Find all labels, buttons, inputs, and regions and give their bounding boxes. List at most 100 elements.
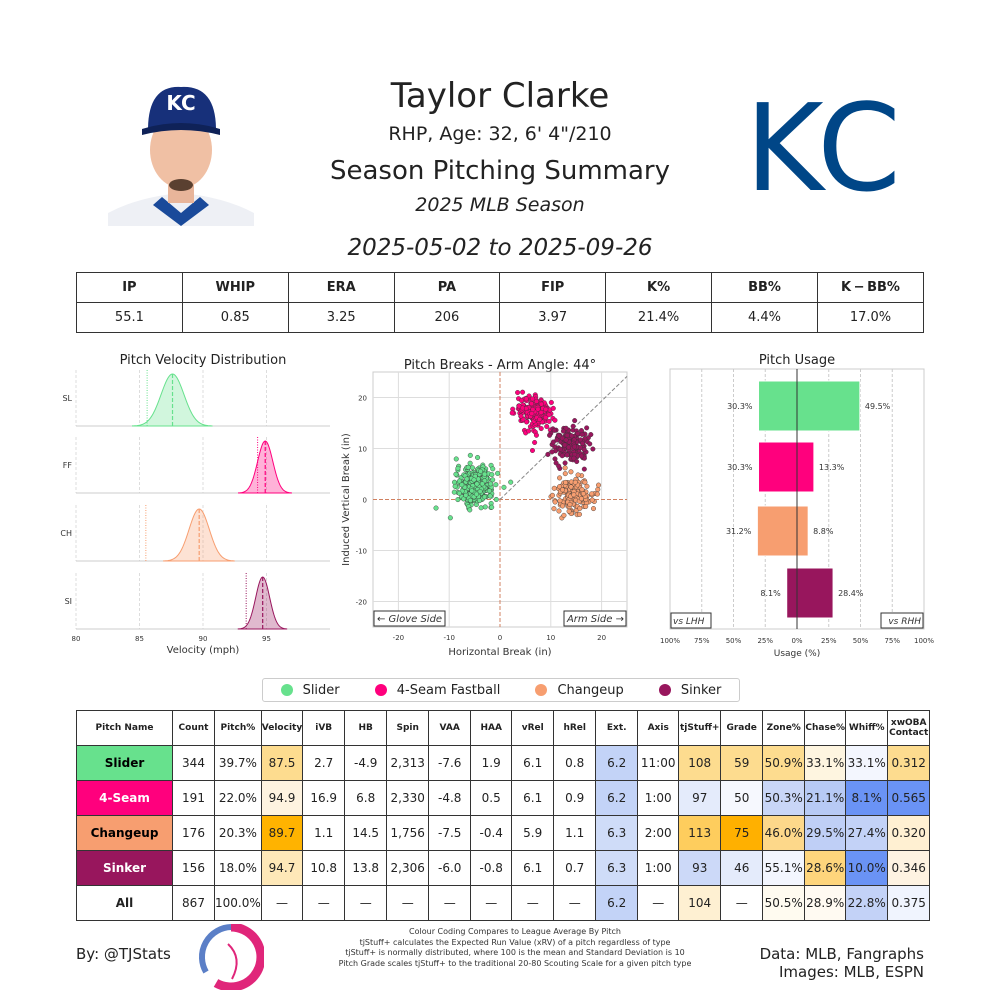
arm-angle-line: [499, 376, 628, 500]
pitch-point: [576, 511, 582, 517]
table-row: 4-Seam 191 22.0% 94.9 16.9 6.8 2,330 -4.8 0.5 6.1…: [76, 780, 931, 816]
metric-cell: 18.0%: [214, 850, 262, 886]
metric-cell: —: [260, 885, 304, 921]
legend-marker: [374, 684, 387, 696]
stat-value: 3.97: [499, 302, 607, 333]
pitch-point: [537, 416, 543, 422]
metric-cell: 5.9: [511, 815, 555, 851]
metric-cell: 27.4%: [845, 815, 889, 851]
pitch-point: [552, 417, 558, 423]
pitch-point: [549, 492, 555, 498]
x-tick-label: 0: [498, 634, 502, 642]
pitch-point: [554, 437, 560, 443]
metric-cell: 6.8: [344, 780, 388, 816]
column-header: Velocity: [260, 710, 304, 746]
break-chart-title: Pitch Breaks - Arm Angle: 44°: [403, 358, 597, 373]
pitch-point: [571, 492, 577, 498]
metric-cell: 22.0%: [214, 780, 262, 816]
pitch-code-label: SL: [62, 394, 72, 403]
pitch-point: [579, 453, 585, 459]
metric-cell: 6.2: [595, 780, 639, 816]
metric-cell: 29.5%: [804, 815, 847, 851]
y-tick-label: 0: [363, 497, 367, 505]
x-tick-label: 50%: [853, 637, 869, 645]
lhh-usage-label: 30.3%: [727, 463, 753, 472]
pitch-point: [456, 478, 462, 484]
metric-cell: 2,330: [386, 780, 430, 816]
pitch-point: [562, 471, 568, 477]
metric-cell: -4.9: [344, 745, 388, 781]
pitch-point: [459, 482, 465, 488]
velocity-distribution-chart: SL FF CH SI 80 85 90 95 Velocity (mph): [60, 370, 330, 656]
pitch-point: [548, 399, 554, 405]
pitch-point: [563, 479, 569, 485]
pitch-point: [562, 460, 568, 466]
pitch-point: [567, 502, 573, 508]
pitch-point: [549, 449, 555, 455]
pitch-point: [579, 487, 585, 493]
pitch-point: [546, 418, 552, 424]
pitch-point: [551, 427, 557, 433]
stat-header: WHIP: [181, 272, 289, 303]
lhh-box: [670, 612, 712, 629]
pitch-point: [560, 428, 566, 434]
pitch-point: [543, 406, 549, 412]
metric-cell: 6.2: [595, 745, 639, 781]
metric-cell: 2,313: [386, 745, 430, 781]
column-header: xwOBA Contact: [887, 710, 931, 746]
pitch-point: [572, 418, 578, 424]
pitch-point: [467, 507, 473, 513]
metric-cell: —: [302, 885, 346, 921]
metric-cell: 11:00: [637, 745, 680, 781]
pitch-point: [467, 460, 473, 466]
pitch-point: [453, 471, 459, 477]
metric-cell: 1:00: [637, 850, 680, 886]
stat-header: K − BB%: [816, 272, 925, 303]
column-header: Grade: [720, 710, 764, 746]
column-header: Spin: [386, 710, 430, 746]
pitch-point: [490, 477, 496, 483]
cap-logo: KC: [166, 91, 195, 115]
metric-cell: 16.9: [302, 780, 346, 816]
rhh-usage-label: 8.8%: [813, 527, 834, 536]
pitch-point: [477, 468, 483, 474]
metric-cell: 28.6%: [804, 850, 847, 886]
metric-cell: 50: [720, 780, 764, 816]
y-axis-label: Induced Vertical Break (in): [341, 433, 352, 566]
usage-bar-ff: [758, 441, 815, 493]
metric-cell: 2:00: [637, 815, 680, 851]
x-tick-label: 85: [135, 635, 144, 643]
pitch-point: [546, 412, 552, 418]
pitch-point: [453, 456, 459, 462]
x-tick-label: 50%: [726, 637, 742, 645]
x-tick-label: 100%: [914, 637, 934, 645]
legend-marker: [280, 684, 293, 696]
x-tick-label: 25%: [757, 637, 773, 645]
pitch-cluster-ff: [509, 389, 558, 453]
metric-cell: —: [428, 885, 472, 921]
lhh-usage-label: 31.2%: [726, 527, 752, 536]
metric-cell: 33.1%: [804, 745, 847, 781]
column-header: Chase%: [804, 710, 847, 746]
pitch-name-cell: All: [76, 885, 173, 921]
pitch-point: [523, 396, 529, 402]
legend-item-ch: Changeup: [535, 683, 624, 698]
metric-cell: 59: [720, 745, 764, 781]
note-line: tjStuff+ calculates the Expected Run Val…: [359, 937, 671, 947]
metric-cell: 94.9: [260, 780, 304, 816]
velocity-panel-ch: CH: [60, 505, 330, 562]
pitch-point: [508, 479, 514, 485]
pitch-cluster-si: [545, 418, 596, 472]
pitch-metrics-table: Pitch Name Count Pitch% Velocity iVB HB Spin VA…: [76, 710, 931, 921]
pitch-point: [572, 444, 578, 450]
pitch-point: [493, 496, 499, 502]
pitch-point: [477, 498, 483, 504]
source-credit: Data: MLB, Fangraphs Images: MLB, ESPN: [760, 945, 924, 981]
metric-cell: 0.8: [553, 745, 597, 781]
pitch-point: [478, 505, 484, 511]
pitch-point: [544, 423, 550, 429]
column-header: Pitch%: [214, 710, 262, 746]
velocity-panel-sl: SL: [62, 370, 330, 427]
pitch-point: [588, 432, 594, 438]
stat-header: PA: [393, 272, 501, 303]
